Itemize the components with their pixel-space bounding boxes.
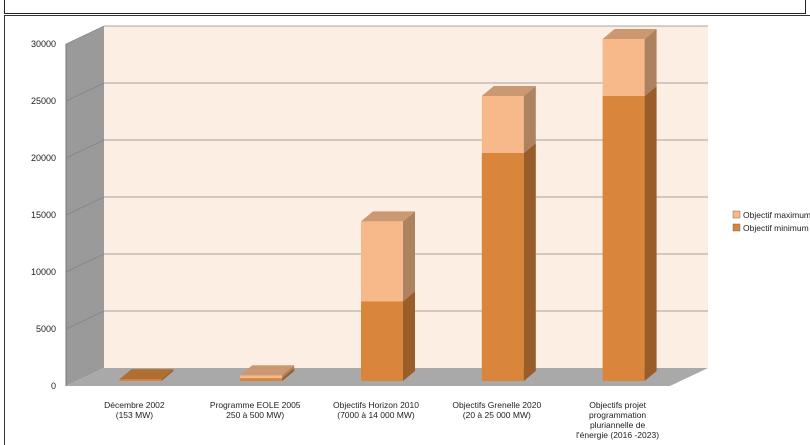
- y-tick-label: 25000: [31, 96, 56, 106]
- legend-label: Objectif maximum: [743, 210, 810, 220]
- x-tick-label: Programme EOLE 2005 250 à 500 MW): [210, 400, 301, 420]
- bar-side: [523, 143, 536, 381]
- top-frame: [4, 0, 806, 14]
- gridline-side: [65, 310, 105, 330]
- gridline-side: [65, 253, 105, 273]
- gridline-side: [65, 82, 105, 102]
- bar-side: [644, 29, 657, 96]
- bar-side: [403, 211, 415, 302]
- bar-segment-minimum: [361, 291, 415, 381]
- x-axis: Décembre 2002 (153 MW) Programme EOLE 2005…: [104, 400, 659, 440]
- bar-front: [240, 378, 283, 381]
- bars: [119, 29, 657, 381]
- bar-top: [119, 369, 174, 380]
- legend-swatch: [732, 223, 741, 232]
- bar-top: [361, 211, 415, 222]
- gridline-side: [65, 25, 105, 45]
- bar-segment-maximum: [361, 211, 415, 302]
- y-tick-label: 15000: [31, 210, 56, 220]
- legend-label: Objectif minimum: [743, 223, 809, 233]
- gridline-side: [65, 196, 105, 216]
- y-tick-label: 5000: [36, 324, 56, 334]
- bar-segment-minimum: [240, 368, 295, 381]
- bar-segment-maximum: [602, 29, 657, 96]
- bar-top: [481, 86, 536, 96]
- bar-side: [282, 365, 295, 379]
- bar-side: [644, 86, 657, 381]
- bar-side: [282, 368, 295, 381]
- bar-front: [602, 39, 645, 96]
- x-tick-label: Décembre 2002 (153 MW): [104, 400, 165, 420]
- x-tick-label: Objectifs projet programmation pluriannell…: [576, 400, 659, 440]
- bar-front: [481, 153, 524, 381]
- bar-front: [361, 301, 403, 381]
- bar-front: [481, 96, 524, 153]
- legend: Objectif maximum Objectif minimum: [732, 210, 810, 233]
- bar-segment-maximum: [481, 86, 536, 153]
- bar-segment-minimum: [119, 369, 174, 381]
- bar-segment-maximum: [240, 365, 295, 379]
- y-tick-label: 10000: [31, 267, 56, 277]
- bar-side: [161, 369, 174, 381]
- bar-side: [403, 291, 415, 381]
- bar-front: [361, 221, 403, 302]
- bar-front: [602, 96, 645, 381]
- bar-top: [602, 29, 657, 39]
- x-tick-label: Objectifs Horizon 2010 (7000 à 14 000 MW): [333, 400, 419, 420]
- bar-front: [119, 379, 162, 381]
- x-tick-label: Objectifs Grenelle 2020 (20 à 25 000 MW): [452, 400, 541, 420]
- bar-top: [240, 365, 295, 376]
- y-tick-label: 20000: [31, 153, 56, 163]
- legend-swatch: [732, 210, 741, 219]
- bar-segment-minimum: [602, 86, 657, 381]
- y-tick-label: 30000: [31, 39, 56, 49]
- y-axis: 0 5000 10000 15000 20000 25000 30000: [31, 39, 67, 391]
- bar-front: [240, 375, 283, 379]
- bar-side: [523, 86, 536, 153]
- y-tick-label: 0: [51, 381, 56, 391]
- gridline-side: [65, 139, 105, 159]
- bar-segment-minimum: [481, 143, 536, 381]
